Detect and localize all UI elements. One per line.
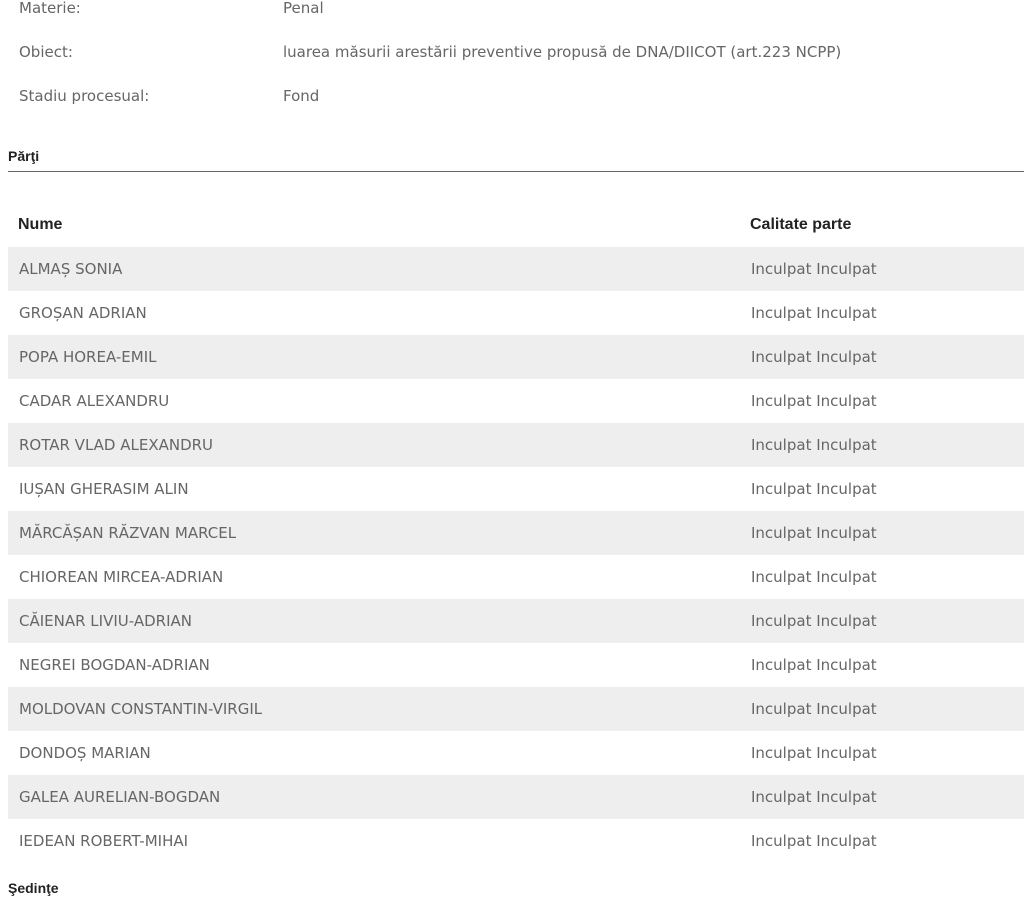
table-row: CHIOREAN MIRCEA-ADRIAN Inculpat Inculpat [8, 555, 1024, 599]
table-header-row: Nume Calitate parte [8, 203, 1024, 247]
case-info: Materie: Penal Obiect: luarea măsurii ar… [0, 0, 1024, 118]
party-name: GROȘAN ADRIAN [19, 304, 147, 322]
party-role: Inculpat Inculpat [751, 832, 877, 850]
party-name: ALMAȘ SONIA [8, 247, 740, 291]
party-name: MOLDOVAN CONSTANTIN-VIRGIL [8, 687, 740, 731]
table-row: DONDOȘ MARIAN Inculpat Inculpat [8, 731, 1024, 775]
column-header-nume: Nume [18, 216, 63, 233]
party-name: CADAR ALEXANDRU [19, 392, 170, 410]
info-value: luarea măsurii arestării preventive prop… [283, 43, 842, 61]
info-row-stadiu: Stadiu procesual: Fond [0, 74, 1024, 118]
party-role: Inculpat Inculpat [740, 599, 1024, 643]
party-role: Inculpat Inculpat [740, 511, 1024, 555]
info-label: Materie: [19, 0, 81, 17]
party-role: Inculpat Inculpat [740, 247, 1024, 291]
party-role: Inculpat Inculpat [751, 744, 877, 762]
party-name: IUȘAN GHERASIM ALIN [19, 480, 189, 498]
party-name: CĂIENAR LIVIU-ADRIAN [8, 599, 740, 643]
table-row: NEGREI BOGDAN-ADRIAN Inculpat Inculpat [8, 643, 1024, 687]
section-title-sedinte: Şedinţe [8, 880, 59, 896]
party-role: Inculpat Inculpat [740, 775, 1024, 819]
party-role: Inculpat Inculpat [751, 480, 877, 498]
party-role: Inculpat Inculpat [740, 687, 1024, 731]
table-row: MOLDOVAN CONSTANTIN-VIRGIL Inculpat Incul… [8, 687, 1024, 731]
table-row: ROTAR VLAD ALEXANDRU Inculpat Inculpat [8, 423, 1024, 467]
table-row: GROȘAN ADRIAN Inculpat Inculpat [8, 291, 1024, 335]
table-row: CĂIENAR LIVIU-ADRIAN Inculpat Inculpat [8, 599, 1024, 643]
party-name: ROTAR VLAD ALEXANDRU [8, 423, 740, 467]
party-name: MĂRCĂȘAN RĂZVAN MARCEL [8, 511, 740, 555]
party-role: Inculpat Inculpat [751, 392, 877, 410]
info-row-obiect: Obiect: luarea măsurii arestării prevent… [0, 30, 1024, 74]
section-title-parti: Părţi [8, 148, 1024, 172]
table-row: MĂRCĂȘAN RĂZVAN MARCEL Inculpat Inculpat [8, 511, 1024, 555]
table-row: IUȘAN GHERASIM ALIN Inculpat Inculpat [8, 467, 1024, 511]
party-name: GALEA AURELIAN-BOGDAN [8, 775, 740, 819]
info-label: Obiect: [19, 43, 73, 61]
table-row: ALMAȘ SONIA Inculpat Inculpat [8, 247, 1024, 291]
info-value: Penal [283, 0, 324, 17]
party-role: Inculpat Inculpat [740, 423, 1024, 467]
party-name: IEDEAN ROBERT-MIHAI [19, 832, 189, 850]
party-name: DONDOȘ MARIAN [19, 744, 151, 762]
info-label: Stadiu procesual: [19, 87, 150, 105]
party-name: POPA HOREA-EMIL [8, 335, 740, 379]
column-header-calitate: Calitate parte [750, 216, 852, 233]
party-name: CHIOREAN MIRCEA-ADRIAN [19, 568, 224, 586]
party-role: Inculpat Inculpat [740, 335, 1024, 379]
table-row: CADAR ALEXANDRU Inculpat Inculpat [8, 379, 1024, 423]
party-role: Inculpat Inculpat [751, 568, 877, 586]
table-row: IEDEAN ROBERT-MIHAI Inculpat Inculpat [8, 819, 1024, 863]
party-role: Inculpat Inculpat [751, 304, 877, 322]
party-name: NEGREI BOGDAN-ADRIAN [19, 656, 210, 674]
party-role: Inculpat Inculpat [751, 656, 877, 674]
info-row-materie: Materie: Penal [0, 0, 1024, 30]
table-row: GALEA AURELIAN-BOGDAN Inculpat Inculpat [8, 775, 1024, 819]
parti-table: Nume Calitate parte ALMAȘ SONIA Inculpat … [8, 203, 1024, 863]
table-row: POPA HOREA-EMIL Inculpat Inculpat [8, 335, 1024, 379]
info-value: Fond [283, 87, 320, 105]
